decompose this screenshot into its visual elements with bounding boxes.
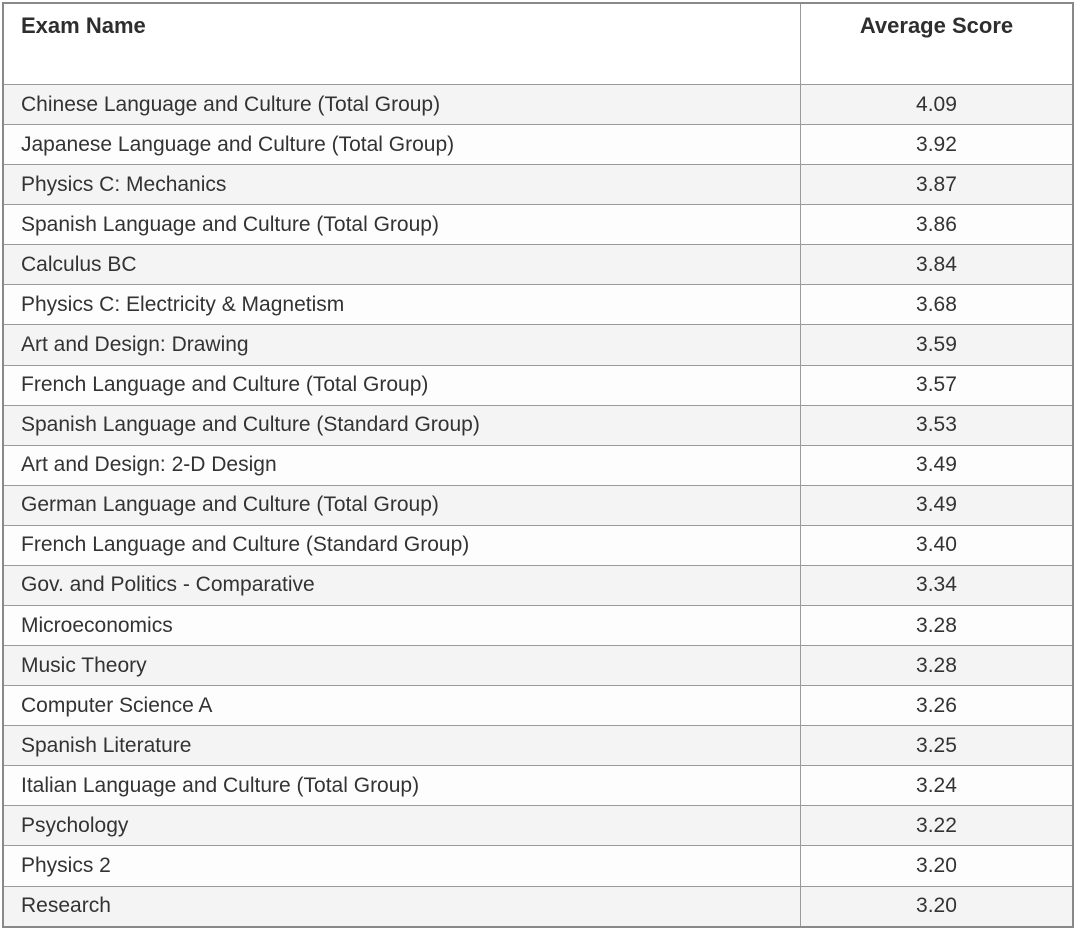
average-score-cell: 3.49	[799, 444, 1074, 486]
average-score-cell: 3.92	[799, 124, 1074, 166]
table-row: Microeconomics 3.28	[2, 605, 1074, 647]
average-score-cell: 4.09	[799, 83, 1074, 126]
average-score-cell: 3.68	[799, 284, 1074, 326]
table-row: Psychology 3.22	[2, 805, 1074, 847]
table-row: French Language and Culture (Total Group…	[2, 364, 1074, 406]
exam-name-cell: Psychology	[2, 805, 801, 847]
average-score-cell: 3.34	[799, 564, 1074, 607]
table-row: Spanish Literature 3.25	[2, 725, 1074, 767]
column-header-average-score: Average Score	[799, 2, 1074, 85]
table-row: Computer Science A 3.26	[2, 685, 1074, 727]
table-row: Music Theory 3.28	[2, 645, 1074, 687]
average-score-cell: 3.59	[799, 324, 1074, 366]
average-score-cell: 3.28	[799, 605, 1074, 647]
table-row: Physics C: Electricity & Magnetism 3.68	[2, 284, 1074, 326]
average-score-cell: 3.53	[799, 404, 1074, 446]
exam-name-cell: Italian Language and Culture (Total Grou…	[2, 765, 801, 807]
average-score-cell: 3.57	[799, 364, 1074, 406]
exam-name-cell: Physics C: Mechanics	[2, 164, 801, 206]
table-row: French Language and Culture (Standard Gr…	[2, 524, 1074, 566]
table-row: Spanish Language and Culture (Total Grou…	[2, 204, 1074, 246]
exam-name-cell: Art and Design: 2-D Design	[2, 444, 801, 486]
exam-name-cell: Spanish Literature	[2, 725, 801, 767]
average-score-cell: 3.49	[799, 484, 1074, 526]
exam-name-cell: Research	[2, 885, 801, 928]
header-row: Exam Name Average Score	[2, 2, 1074, 85]
average-score-cell: 3.25	[799, 725, 1074, 767]
exam-name-cell: French Language and Culture (Standard Gr…	[2, 524, 801, 566]
table-row: Art and Design: 2-D Design 3.49	[2, 444, 1074, 486]
exam-name-cell: Art and Design: Drawing	[2, 324, 801, 366]
table-row: German Language and Culture (Total Group…	[2, 484, 1074, 526]
average-score-cell: 3.20	[799, 845, 1074, 887]
column-header-exam-name: Exam Name	[2, 2, 801, 85]
average-score-cell: 3.26	[799, 685, 1074, 727]
table-row: Italian Language and Culture (Total Grou…	[2, 765, 1074, 807]
exam-name-cell: German Language and Culture (Total Group…	[2, 484, 801, 526]
exam-name-cell: Gov. and Politics - Comparative	[2, 564, 801, 607]
exam-name-cell: Calculus BC	[2, 244, 801, 286]
exam-name-cell: French Language and Culture (Total Group…	[2, 364, 801, 406]
table-row: Spanish Language and Culture (Standard G…	[2, 404, 1074, 446]
table-row: Physics C: Mechanics 3.87	[2, 164, 1074, 206]
table-row: Gov. and Politics - Comparative 3.34	[2, 564, 1074, 607]
average-score-cell: 3.87	[799, 164, 1074, 206]
exam-name-cell: Computer Science A	[2, 685, 801, 727]
exam-name-cell: Chinese Language and Culture (Total Grou…	[2, 83, 801, 126]
table-row: Japanese Language and Culture (Total Gro…	[2, 124, 1074, 166]
average-score-cell: 3.20	[799, 885, 1074, 928]
average-score-cell: 3.86	[799, 204, 1074, 246]
average-score-cell: 3.24	[799, 765, 1074, 807]
table-row: Calculus BC 3.84	[2, 244, 1074, 286]
table-header: Exam Name Average Score	[2, 2, 1074, 85]
exam-name-cell: Microeconomics	[2, 605, 801, 647]
average-score-cell: 3.84	[799, 244, 1074, 286]
exam-name-cell: Music Theory	[2, 645, 801, 687]
table-row: Research 3.20	[2, 885, 1074, 928]
average-score-cell: 3.28	[799, 645, 1074, 687]
table-row: Physics 2 3.20	[2, 845, 1074, 887]
average-score-cell: 3.22	[799, 805, 1074, 847]
average-score-cell: 3.40	[799, 524, 1074, 566]
table-row: Art and Design: Drawing 3.59	[2, 324, 1074, 366]
exam-name-cell: Spanish Language and Culture (Standard G…	[2, 404, 801, 446]
exam-name-cell: Spanish Language and Culture (Total Grou…	[2, 204, 801, 246]
exam-name-cell: Physics C: Electricity & Magnetism	[2, 284, 801, 326]
exam-name-cell: Physics 2	[2, 845, 801, 887]
table-body: Chinese Language and Culture (Total Grou…	[2, 83, 1074, 928]
exam-name-cell: Japanese Language and Culture (Total Gro…	[2, 124, 801, 166]
table-row: Chinese Language and Culture (Total Grou…	[2, 83, 1074, 126]
